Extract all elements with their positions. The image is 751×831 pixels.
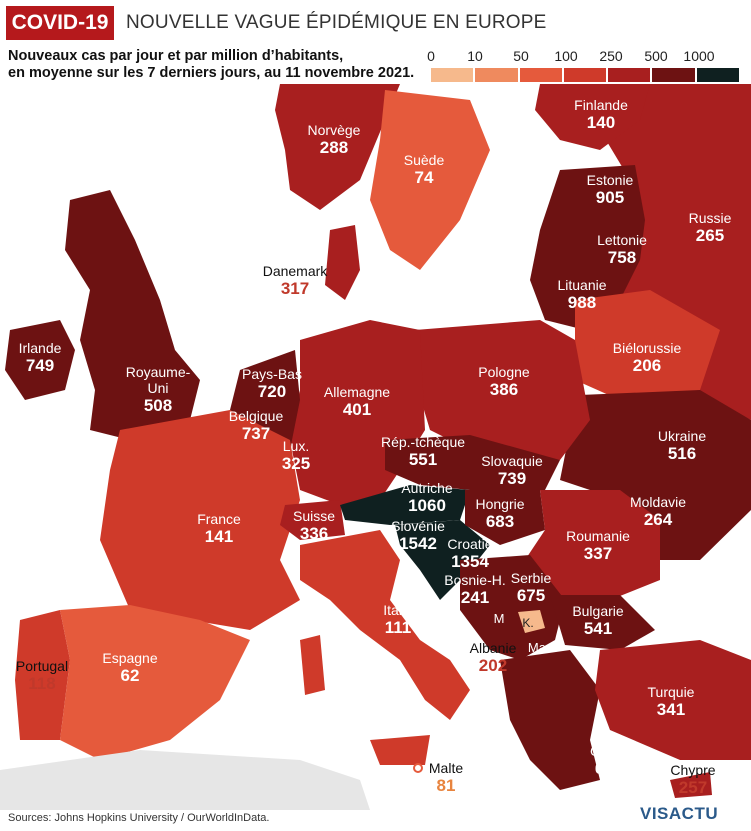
- portugal-shape: [15, 610, 70, 740]
- topic-badge: COVID-19: [6, 6, 114, 40]
- subtitle-line-1: Nouveaux cas par jour et par million d’h…: [8, 48, 344, 64]
- label-kosovo: K.: [522, 616, 534, 630]
- afrique-shape: [0, 750, 370, 810]
- label-slovenie: Slovénie 1542: [391, 518, 445, 553]
- label-irlande: Irlande 749: [18, 340, 62, 375]
- chypre-shape: [670, 772, 712, 798]
- legend-tick: 0: [427, 48, 435, 64]
- label-belgique: Belgique 737: [228, 408, 284, 443]
- legend-swatch: [475, 68, 518, 82]
- label-lettonie: Lettonie 758: [597, 232, 647, 267]
- label-italie: Italie 111: [383, 602, 413, 637]
- page-title: NOUVELLE VAGUE ÉPIDÉMIQUE EN EUROPE: [126, 12, 547, 33]
- label-croatie: Croatie 1354: [447, 536, 493, 571]
- subtitle-line-2: en moyenne sur les 7 derniers jours, au …: [8, 65, 415, 81]
- grece-shape: [500, 650, 600, 790]
- sardaigne-shape: [300, 635, 325, 695]
- label-espagne: Espagne 62: [102, 650, 158, 685]
- danemark-shape: [325, 225, 360, 300]
- finlande-shape: [535, 84, 650, 150]
- label-malte: Malte 81: [428, 760, 464, 795]
- legend-tick: 250: [599, 48, 623, 64]
- label-danemark: Danemark 317: [262, 263, 328, 298]
- label-ukraine: Ukraine 516: [657, 428, 707, 463]
- legend-swatch: [608, 68, 651, 82]
- pologne-shape: [415, 320, 590, 460]
- map-subtitle: Nouveaux cas par jour et par million d’h…: [8, 48, 428, 82]
- label-royaume-uni: Royaume- Uni 508: [125, 364, 191, 415]
- label-norvege: Norvège 288: [307, 122, 361, 157]
- legend-swatch: [563, 68, 607, 82]
- label-lux: Lux. 325: [281, 438, 311, 473]
- autriche-shape: [340, 485, 470, 525]
- legend-swatch: [519, 68, 562, 82]
- label-russie: Russie 265: [688, 210, 732, 245]
- label-suisse: Suisse 336: [292, 508, 336, 543]
- malte-shape: [413, 763, 423, 773]
- legend-tick: 100: [554, 48, 578, 64]
- label-roumanie: Roumanie 337: [566, 528, 630, 563]
- label-turquie: Turquie 341: [647, 684, 695, 719]
- label-pays-bas: Pays-Bas 720: [242, 366, 302, 401]
- baltics-shape: [530, 165, 645, 330]
- label-france: France 141: [197, 511, 241, 546]
- legend-tick: 500: [644, 48, 668, 64]
- label-chypre: Chypre 257: [670, 762, 716, 797]
- bulgarie-shape: [550, 595, 655, 650]
- kosovo-shape: [518, 610, 545, 633]
- visactu-logo: VISACTU: [640, 804, 719, 823]
- label-bielorussie: Biélorussie 206: [612, 340, 682, 375]
- espagne-shape: [60, 605, 250, 760]
- sources-note: Sources: Johns Hopkins University / OurW…: [8, 812, 270, 824]
- legend-swatch: [431, 68, 474, 82]
- header: COVID-19 NOUVELLE VAGUE ÉPIDÉMIQUE EN EU…: [0, 0, 751, 44]
- norvege-shape: [275, 84, 400, 210]
- irlande-shape: [5, 320, 75, 400]
- suede-shape: [370, 90, 490, 270]
- label-slovaquie: Slovaquie 739: [481, 453, 543, 488]
- ukraine-shape: [560, 390, 751, 560]
- suisse-shape: [280, 500, 345, 540]
- france-shape: [100, 410, 300, 630]
- label-serbie: Serbie 675: [510, 570, 552, 605]
- legend-tick: 50: [513, 48, 529, 64]
- legend-swatch: [652, 68, 695, 82]
- label-bosnie: Bosnie-H. 241: [444, 572, 506, 607]
- europe-map: [0, 84, 751, 810]
- legend-tick: 1000: [683, 48, 715, 64]
- turquie-shape: [595, 640, 751, 760]
- legend-swatch: [696, 68, 739, 82]
- tcheque-slovaquie-shape: [385, 435, 560, 490]
- slovenie-croatie-shape: [395, 520, 490, 600]
- label-autriche: Autriche 1060: [401, 480, 453, 515]
- hongrie-shape: [465, 490, 545, 545]
- sicile-shape: [370, 735, 430, 765]
- label-lituanie: Lituanie 988: [557, 277, 607, 312]
- label-montenegro: M: [493, 611, 505, 626]
- balkans-shape: [460, 555, 565, 660]
- label-albanie: Albanie 202: [469, 640, 517, 675]
- italie-shape: [300, 530, 470, 720]
- label-suede: Suède 74: [403, 152, 445, 187]
- label-bulgarie: Bulgarie 541: [572, 603, 624, 638]
- label-portugal: Portugal 118: [15, 658, 69, 693]
- label-hongrie: Hongrie 683: [475, 496, 525, 531]
- label-moldavie: Moldavie 264: [629, 494, 687, 529]
- label-macedoine: Mac.: [527, 640, 557, 655]
- legend-color-scale: [431, 68, 741, 82]
- label-finlande: Finlande 140: [574, 97, 628, 132]
- label-allemagne: Allemagne 401: [323, 384, 391, 419]
- legend-ticks: 0 10 50 100 250 500 1000: [427, 48, 741, 66]
- roumanie-shape: [525, 490, 660, 600]
- legend-tick: 10: [467, 48, 483, 64]
- bielorussie-shape: [575, 290, 720, 400]
- royaume-uni-shape: [65, 190, 200, 440]
- label-pologne: Pologne 386: [478, 364, 530, 399]
- label-rep-tcheque: Rép.-tchèque 551: [380, 434, 466, 469]
- label-grece: Grèce 657: [589, 743, 629, 778]
- label-estonie: Estonie 905: [586, 172, 634, 207]
